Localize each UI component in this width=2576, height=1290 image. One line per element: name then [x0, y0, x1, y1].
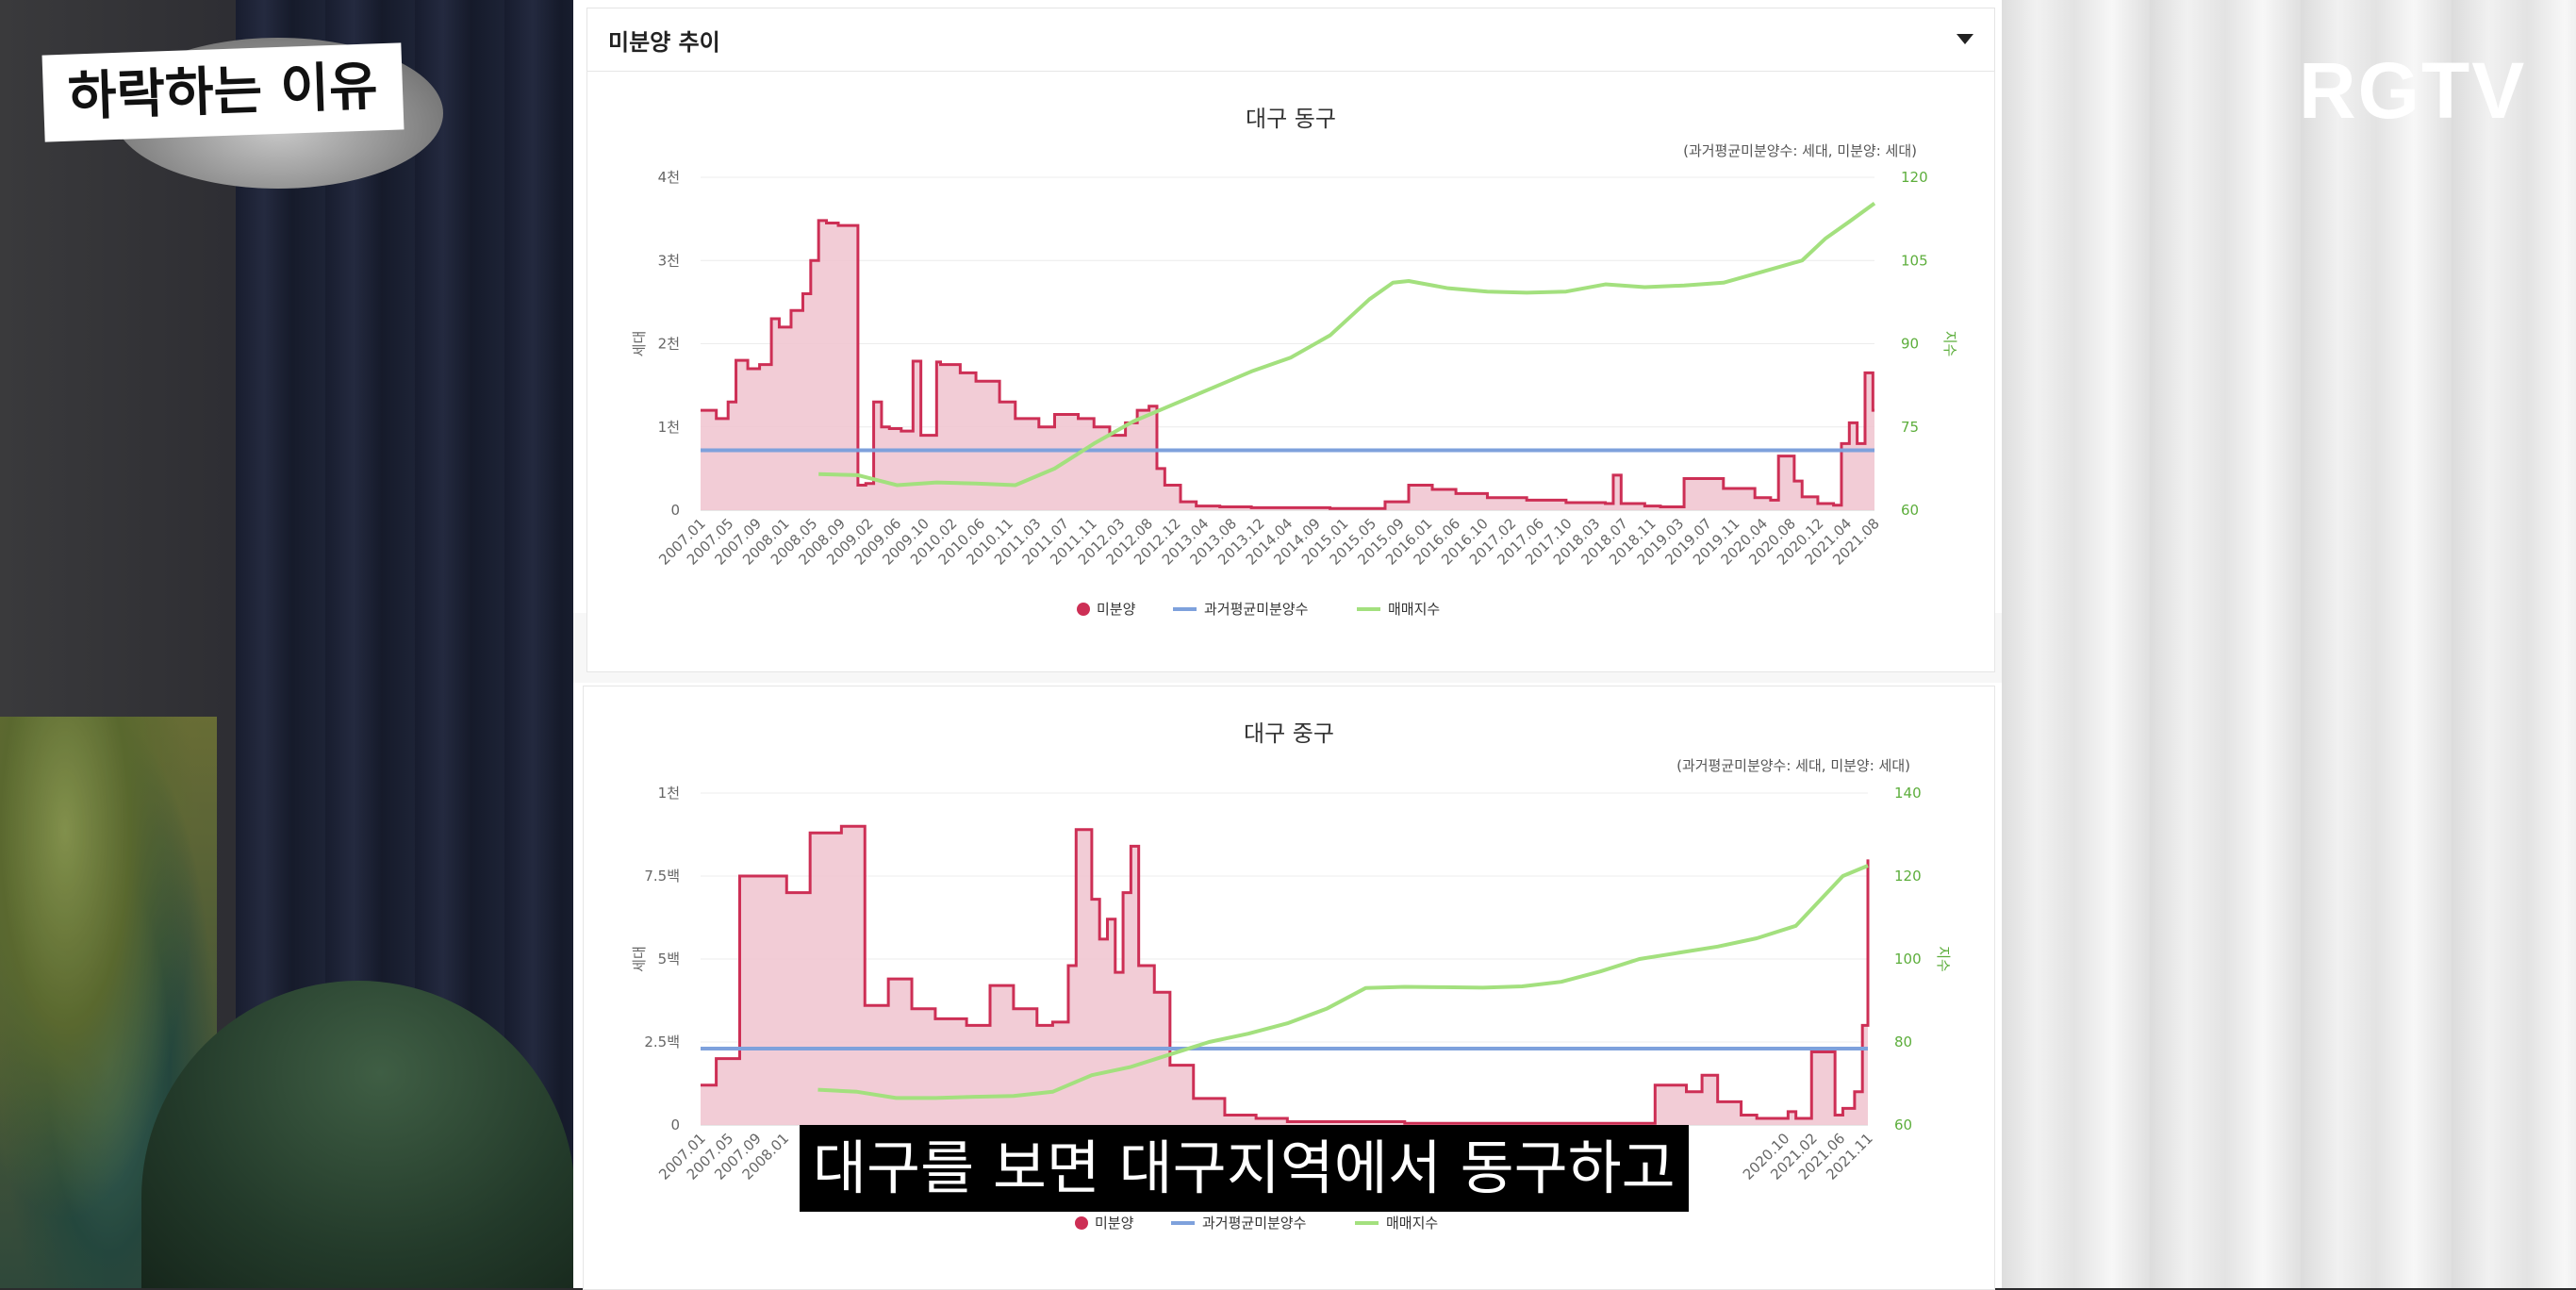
y-tick-label: 4천: [658, 169, 680, 186]
y2-axis-title: 지수: [1941, 331, 1958, 357]
unsold-line: [701, 824, 1870, 1125]
legend-index-label: 매매지수: [1386, 1215, 1438, 1232]
legend-unsold-label: 미분양: [1097, 601, 1136, 618]
y-axis-title: 세대: [631, 946, 648, 972]
index-line: [817, 864, 1869, 1100]
y-tick-label: 3천: [658, 252, 680, 269]
y2-tick-label: 120: [1894, 868, 1922, 885]
y2-tick-label: 60: [1901, 502, 1919, 519]
unsold-area: [701, 220, 1874, 510]
chevron-down-icon[interactable]: [1957, 34, 1973, 44]
unsold-area: [701, 826, 1868, 1125]
y2-tick-label: 100: [1894, 951, 1922, 968]
channel-logo: RGTV: [2299, 46, 2527, 135]
legend-avg-label: 과거평균미분양수: [1202, 1215, 1306, 1232]
chart-donggu: 대구 동구 (과거평균미분양수: 세대, 미분양: 세대) 0 1천 2천 3천 4천 60 7…: [631, 106, 1958, 618]
y-tick-label: 1천: [658, 419, 680, 436]
chart-title: 대구 동구: [1246, 106, 1336, 132]
y-tick-label: 5백: [658, 951, 680, 968]
index-line: [818, 202, 1876, 488]
legend-unsold-label: 미분양: [1095, 1215, 1134, 1232]
y2-tick-label: 105: [1901, 252, 1928, 269]
subtitle-caption: 대구를 보면 대구지역에서 동구하고: [800, 1125, 1689, 1212]
title-badge: 하락하는 이유: [41, 42, 405, 142]
y-axis-title: 세대: [631, 331, 648, 357]
y2-tick-label: 90: [1901, 336, 1919, 353]
y-tick-label: 7.5백: [644, 868, 680, 885]
unsold-line: [701, 219, 1874, 510]
y2-axis-title: 지수: [1935, 946, 1952, 972]
y-tick-label: 0: [670, 1116, 680, 1133]
legend-index-label: 매매지수: [1388, 601, 1440, 618]
legend-unsold-marker: [1075, 1216, 1088, 1230]
y2-tick-label: 60: [1894, 1116, 1912, 1133]
chart-unit-note: (과거평균미분양수: 세대, 미분양: 세대): [1676, 757, 1910, 774]
y2-tick-label: 140: [1894, 785, 1922, 802]
chart-unit-note: (과거평균미분양수: 세대, 미분양: 세대): [1683, 142, 1917, 159]
background-right: [1999, 0, 2576, 1288]
y-tick-label: 1천: [658, 785, 680, 802]
legend-avg-label: 과거평균미분양수: [1204, 601, 1308, 618]
chart-card-donggu: 대구 동구 (과거평균미분양수: 세대, 미분양: 세대) 0 1천 2천 3천 4천 60 7…: [586, 71, 1995, 672]
chart-title: 대구 중구: [1244, 720, 1334, 747]
y-tick-label: 0: [670, 502, 680, 519]
y-tick-label: 2천: [658, 336, 680, 353]
y2-tick-label: 120: [1901, 169, 1928, 186]
y2-tick-label: 80: [1894, 1034, 1912, 1050]
y-tick-label: 2.5백: [644, 1034, 680, 1050]
section-header[interactable]: 미분양 추이: [586, 8, 1995, 72]
y2-tick-label: 75: [1901, 419, 1919, 436]
legend-unsold-marker: [1077, 603, 1090, 616]
section-title: 미분양 추이: [608, 29, 720, 56]
chart-junggu: 대구 중구 (과거평균미분양수: 세대, 미분양: 세대) 0 2.5백 5백 7.5백 1…: [631, 720, 1952, 1232]
